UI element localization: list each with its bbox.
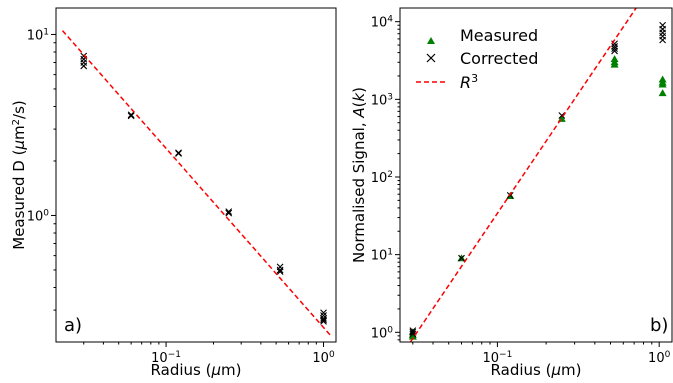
legend-corrected-x-icon <box>426 53 436 63</box>
measured-point <box>610 60 619 68</box>
x-tick-exp: 0 <box>665 350 671 360</box>
y-tick-label: 100 <box>27 208 50 224</box>
diffusion-point <box>276 268 284 275</box>
corrected-point <box>458 254 465 262</box>
diffusion-point <box>320 317 327 325</box>
panel-b-xlabel: Radius (μm) <box>491 361 582 379</box>
x-tick-label: 10−1 <box>482 350 512 366</box>
y-tick-base: 10 <box>371 326 388 341</box>
panel-b-ylabel: Normalised Signal, A(k) <box>350 87 368 263</box>
panel-b-legend: Measured Corrected R3 <box>416 26 538 92</box>
panel-b-marks <box>408 8 667 342</box>
y-tick-base: 10 <box>371 16 388 31</box>
x-tick-exp: −1 <box>168 350 181 360</box>
measured-point <box>658 80 667 88</box>
y-tick-label: 102 <box>371 170 393 186</box>
y-tick-exp: 3 <box>387 92 393 102</box>
y-tick-exp: 2 <box>387 170 393 180</box>
y-tick-base: 10 <box>27 28 44 43</box>
panel-b-dashed-fit-line <box>409 8 637 342</box>
diffusion-point <box>127 111 135 119</box>
measured-point <box>408 332 417 340</box>
y-tick-exp: 0 <box>43 208 49 218</box>
y-tick-exp: 1 <box>43 27 49 37</box>
panel-a-marks <box>61 30 332 337</box>
corrected-point <box>611 45 618 52</box>
corrected-point <box>558 112 566 119</box>
diffusion-point <box>175 150 182 157</box>
diffusion-point <box>225 209 233 217</box>
panel-a-label: a) <box>64 315 82 336</box>
panel-a-ylabel: Measured D (μm2/s) <box>10 100 28 250</box>
x-tick-exp: −1 <box>499 350 512 360</box>
y-tick-label: 100 <box>371 325 394 341</box>
x-tick-label: 100 <box>648 350 671 366</box>
x-tick-base: 10 <box>151 351 168 366</box>
diffusion-point <box>80 62 88 70</box>
corrected-point <box>659 36 667 44</box>
x-tick-label: 10−1 <box>151 350 181 366</box>
panel-a-frame <box>55 7 337 343</box>
y-tick-label: 104 <box>371 15 394 31</box>
y-tick-label: 101 <box>27 27 49 43</box>
diffusion-point <box>320 315 327 322</box>
measured-point <box>658 89 667 97</box>
diffusion-point <box>320 316 327 324</box>
y-tick-base: 10 <box>371 249 388 264</box>
legend-corrected-label: Corrected <box>460 49 538 68</box>
y-tick-exp: 0 <box>387 325 393 335</box>
diffusion-point <box>127 112 135 120</box>
x-tick-base: 10 <box>648 351 665 366</box>
panel-a-xlabel: Radius (μm) <box>151 361 242 379</box>
corrected-point <box>409 330 417 338</box>
y-tick-exp: 4 <box>387 15 393 25</box>
y-tick-base: 10 <box>371 171 388 186</box>
x-tick-base: 10 <box>482 351 499 366</box>
diffusion-point <box>225 208 233 216</box>
legend-r3-label: R3 <box>460 72 478 93</box>
panel-b-label: b) <box>650 315 668 336</box>
diffusion-point <box>320 309 327 317</box>
diffusion-point <box>276 266 284 274</box>
y-tick-label: 101 <box>371 248 393 264</box>
y-tick-exp: 1 <box>387 248 393 258</box>
panel-b-frame <box>399 7 673 343</box>
y-tick-base: 10 <box>371 93 388 108</box>
legend-measured-label: Measured <box>460 26 538 45</box>
x-tick-exp: 0 <box>329 350 335 360</box>
y-tick-base: 10 <box>27 209 44 224</box>
legend-measured-triangle-icon <box>427 37 435 44</box>
x-tick-base: 10 <box>312 351 329 366</box>
y-tick-label: 103 <box>371 92 393 108</box>
panel-a-dashed-fit-line <box>61 30 332 337</box>
corrected-point <box>611 47 618 55</box>
x-tick-label: 100 <box>312 350 335 366</box>
